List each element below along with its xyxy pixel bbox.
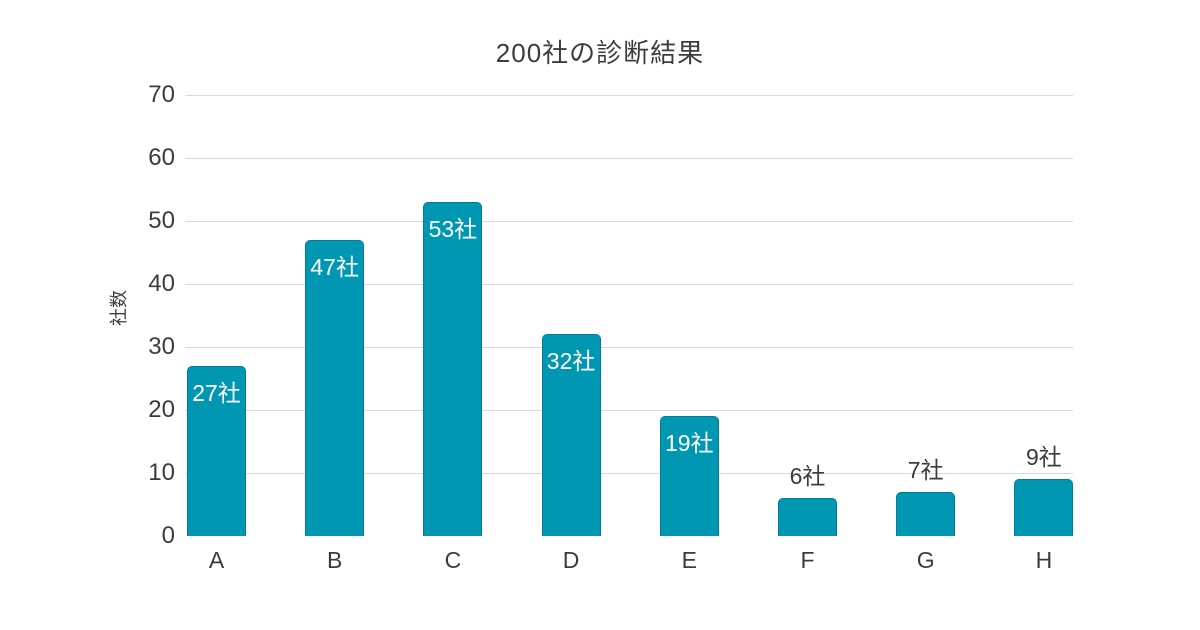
y-gridline — [185, 347, 1073, 348]
bar-value-label: 19社 — [664, 430, 714, 457]
x-tick-label-H: H — [1035, 547, 1053, 573]
x-tick-label-G: G — [916, 547, 935, 573]
bar-A — [187, 365, 246, 536]
y-tick-label: 30 — [148, 333, 175, 360]
y-gridline — [185, 221, 1073, 222]
bar-value-label: 7社 — [907, 456, 944, 483]
bar-value-label: 9社 — [1025, 444, 1062, 471]
chart-title: 200社の診断結果 — [495, 38, 705, 68]
bar-E — [659, 416, 719, 536]
bar-C — [423, 202, 483, 536]
y-gridline — [185, 473, 1073, 474]
bar-value-label: 6社 — [789, 463, 826, 490]
bar-value-label: 27社 — [192, 379, 241, 406]
y-gridline — [185, 284, 1073, 285]
y-gridline — [185, 95, 1073, 96]
x-tick-label-F: F — [800, 547, 815, 573]
y-tick-label: 20 — [148, 396, 175, 423]
x-tick-label-E: E — [681, 547, 697, 573]
x-tick-label-B: B — [327, 547, 343, 573]
x-tick-label-D: D — [562, 547, 580, 573]
y-tick-label: 40 — [148, 270, 175, 297]
y-tick-label: 10 — [148, 459, 175, 486]
bar-B — [305, 239, 365, 536]
plot-area: 0 10 20 30 40 50 60 70 27社 47社 53社 32社 19社 6社 7社 9社 A B… — [148, 81, 1074, 573]
bar-D — [541, 334, 601, 536]
y-gridline — [185, 410, 1073, 411]
y-tick-label: 50 — [148, 207, 175, 234]
y-tick-label: 60 — [148, 144, 175, 171]
bar-H — [1014, 479, 1074, 536]
bar-G — [896, 491, 956, 536]
y-tick-label: 0 — [161, 522, 175, 549]
bar-value-label: 32社 — [546, 348, 596, 375]
y-tick-label: 70 — [148, 81, 175, 108]
bar-F — [778, 498, 837, 536]
x-tick-label-A: A — [208, 547, 225, 573]
x-tick-label-C: C — [444, 547, 462, 573]
y-gridline — [185, 158, 1073, 159]
bar-value-label: 53社 — [428, 216, 478, 243]
bar-value-label: 47社 — [310, 253, 359, 280]
